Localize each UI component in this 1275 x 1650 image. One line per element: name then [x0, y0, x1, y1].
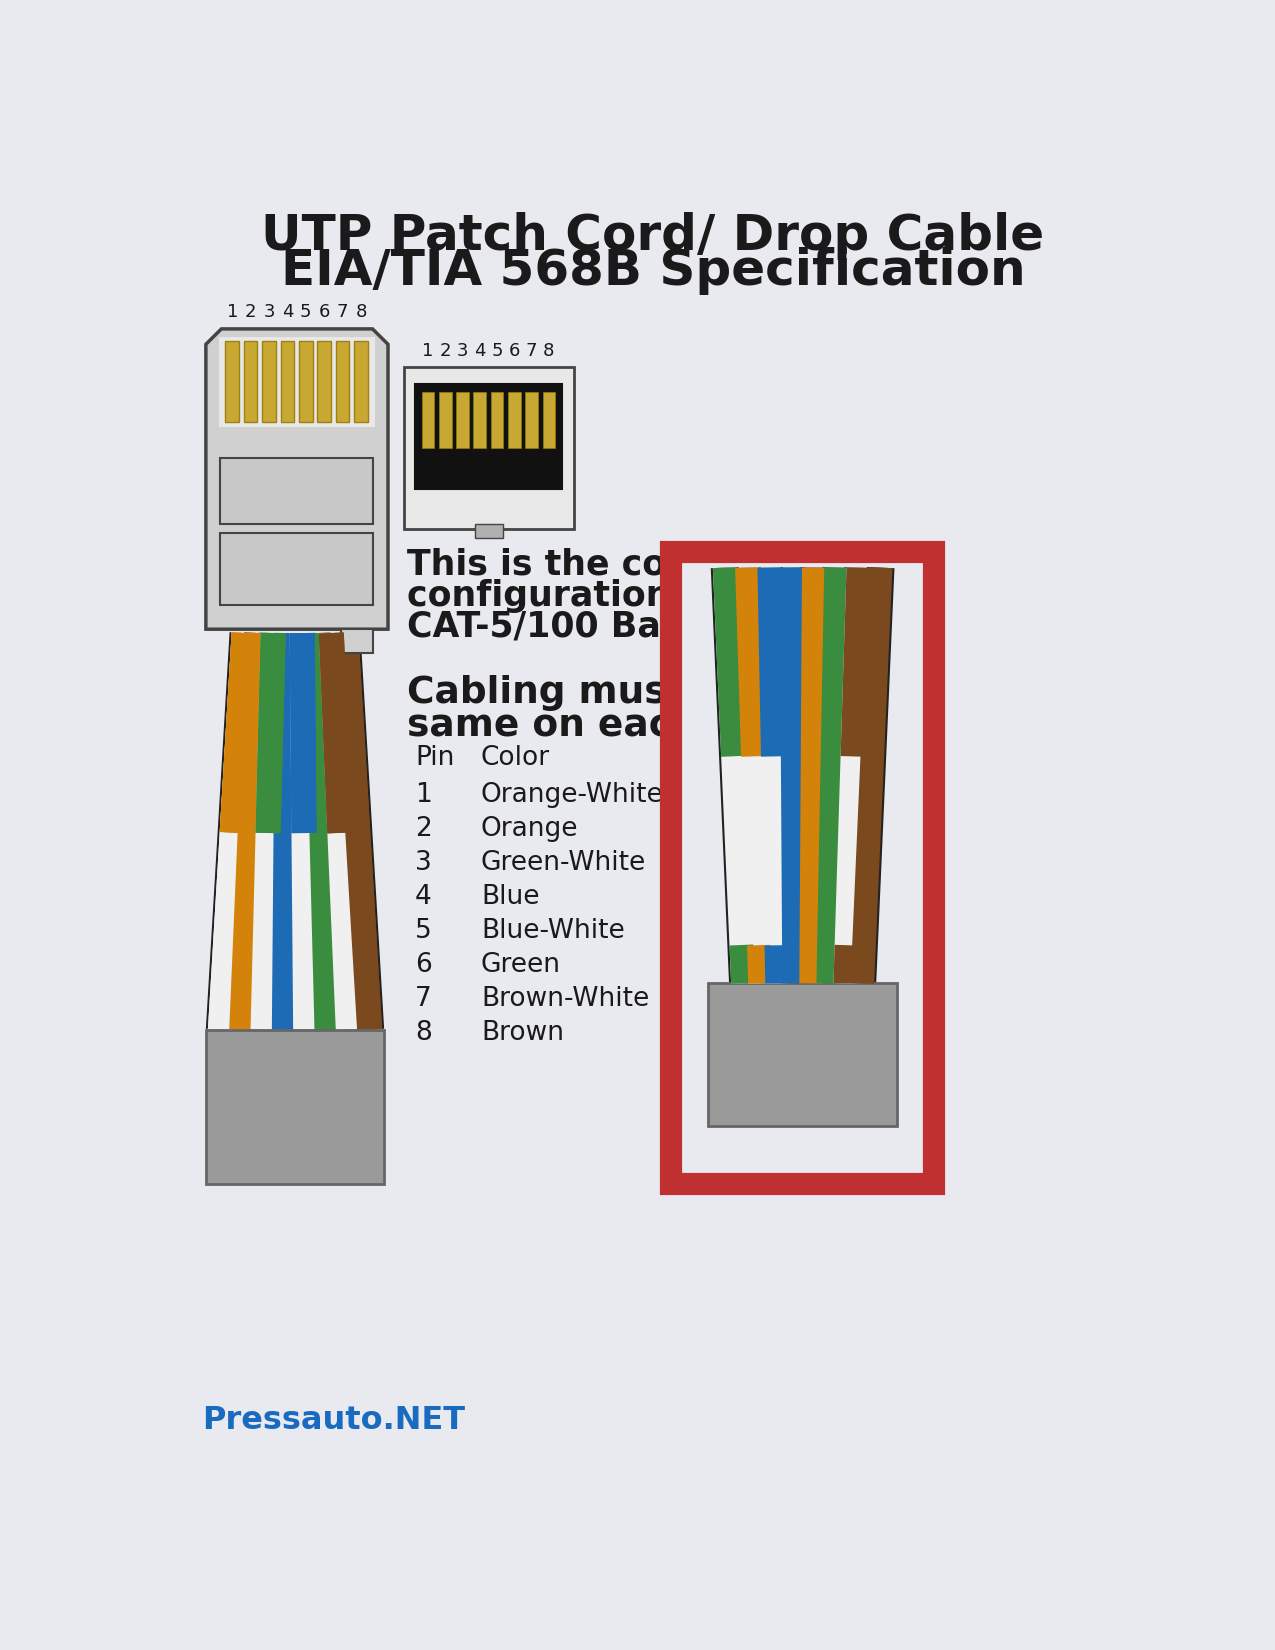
Text: Pressauto.NET: Pressauto.NET: [201, 1406, 465, 1436]
Text: Green: Green: [481, 952, 561, 978]
Text: 4: 4: [474, 342, 486, 360]
Text: Green-White: Green-White: [481, 850, 646, 876]
Text: 5: 5: [300, 304, 311, 322]
Bar: [543, 391, 556, 449]
Bar: [244, 342, 258, 422]
Text: 8: 8: [356, 304, 367, 322]
Text: Brown-White: Brown-White: [481, 985, 649, 1011]
Bar: [221, 459, 374, 525]
Text: UTP Patch Cord/ Drop Cable: UTP Patch Cord/ Drop Cable: [261, 213, 1044, 261]
Bar: [335, 342, 349, 422]
Text: 2: 2: [245, 304, 256, 322]
Text: Brown: Brown: [481, 1020, 564, 1046]
Text: 6: 6: [509, 342, 520, 360]
Text: 2: 2: [440, 342, 451, 360]
Text: Orange-White: Orange-White: [481, 782, 664, 808]
Bar: [671, 553, 935, 1183]
Bar: [439, 391, 451, 449]
Text: Crossover: Crossover: [694, 1120, 912, 1158]
Bar: [474, 525, 502, 538]
Bar: [340, 629, 374, 653]
Bar: [218, 337, 375, 427]
Text: 7: 7: [525, 342, 537, 360]
Text: Orange: Orange: [481, 817, 579, 842]
Bar: [317, 342, 332, 422]
Bar: [298, 342, 312, 422]
Bar: [525, 391, 538, 449]
Bar: [708, 983, 898, 1125]
Bar: [422, 391, 435, 449]
Text: RX data -: RX data -: [710, 952, 831, 978]
Text: 2: 2: [416, 817, 432, 842]
Text: 4: 4: [282, 304, 293, 322]
Text: 8: 8: [416, 1020, 432, 1046]
Text: Blue: Blue: [481, 884, 539, 911]
Text: UTP: UTP: [759, 1084, 847, 1122]
Text: 8: 8: [543, 342, 555, 360]
Text: unused: unused: [710, 1020, 807, 1046]
Bar: [403, 368, 574, 530]
Text: This is the correct wiring: This is the correct wiring: [408, 548, 896, 582]
Bar: [491, 391, 504, 449]
Text: 5: 5: [491, 342, 502, 360]
Text: Signal: Signal: [710, 744, 790, 771]
Text: 4: 4: [416, 884, 432, 911]
Text: Pin: Pin: [416, 744, 454, 771]
Text: Blue-White: Blue-White: [481, 917, 625, 944]
Text: same on each end.: same on each end.: [408, 708, 805, 744]
Text: unused: unused: [710, 884, 807, 911]
Text: 6: 6: [319, 304, 330, 322]
Polygon shape: [205, 328, 388, 629]
Text: 1: 1: [227, 304, 238, 322]
Text: 3: 3: [263, 304, 275, 322]
Text: CAT-5/100 BaseT cables.: CAT-5/100 BaseT cables.: [408, 610, 880, 644]
Text: Cabling must be the: Cabling must be the: [408, 675, 834, 711]
Text: 1: 1: [422, 342, 434, 360]
Text: 7: 7: [416, 985, 432, 1011]
Bar: [473, 391, 486, 449]
Bar: [507, 391, 520, 449]
Text: 3: 3: [456, 342, 468, 360]
Bar: [280, 342, 295, 422]
Text: TX data +: TX data +: [710, 782, 842, 808]
Bar: [354, 342, 367, 422]
Bar: [226, 342, 238, 422]
Bar: [456, 391, 469, 449]
Text: 7: 7: [337, 304, 348, 322]
Text: unused: unused: [710, 917, 807, 944]
Text: TX data -: TX data -: [710, 817, 830, 842]
Text: unused: unused: [710, 985, 807, 1011]
Text: EIA/TIA 568B Specification: EIA/TIA 568B Specification: [280, 248, 1025, 295]
Text: 6: 6: [416, 952, 432, 978]
Text: configuration for: configuration for: [408, 579, 740, 614]
Text: 1: 1: [416, 782, 432, 808]
Text: Color: Color: [481, 744, 550, 771]
Text: 5: 5: [416, 917, 432, 944]
Bar: [416, 383, 562, 488]
Text: RX data +: RX data +: [710, 850, 844, 876]
Bar: [205, 1030, 384, 1183]
Bar: [263, 342, 275, 422]
Bar: [221, 533, 374, 606]
Text: 3: 3: [416, 850, 432, 876]
